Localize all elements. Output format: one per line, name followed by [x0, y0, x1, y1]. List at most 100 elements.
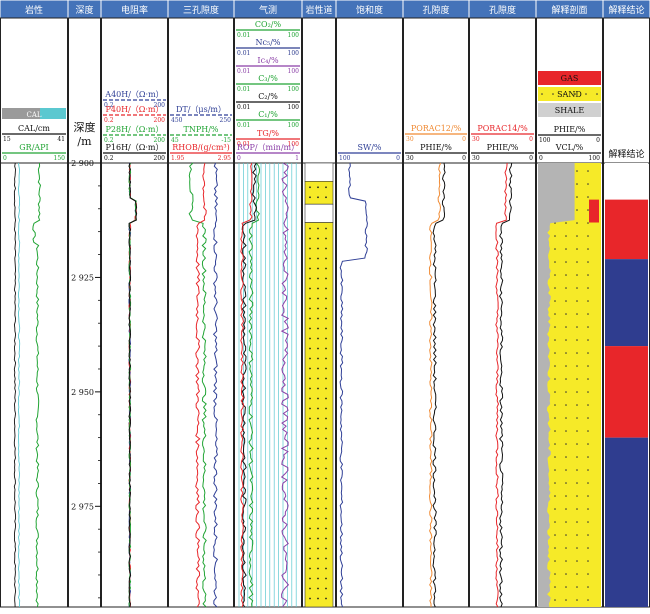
gas-curve-4-min: 0.01	[237, 104, 250, 111]
profile-sand-dot	[565, 222, 567, 224]
profile-sand-dot	[554, 365, 556, 367]
profile-sand-dot	[565, 560, 567, 562]
sand-dot	[309, 347, 311, 350]
sand-dot	[317, 257, 319, 260]
sand-dot	[309, 277, 311, 280]
sand-dot	[317, 417, 319, 420]
gas-curve-7-max: 1	[295, 155, 299, 162]
profile-sand-dot	[554, 430, 556, 432]
gas-curve-0-min: 0.01	[237, 32, 250, 39]
profile-sand-dot	[576, 599, 578, 601]
sand-dot	[309, 247, 311, 250]
gas-curve-6-min: 0.01	[237, 141, 250, 148]
legend-gas-label: GAS	[561, 74, 579, 83]
sand-dot	[325, 307, 327, 310]
profile-sand-dot	[576, 391, 578, 393]
sand-dot	[317, 547, 319, 550]
cal-curve-min: 15	[3, 136, 11, 143]
track-title-poro2: 孔隙度	[489, 4, 516, 16]
profile-sand-dot	[554, 352, 556, 354]
sand-dot	[309, 186, 311, 189]
legend-sand-box	[538, 87, 601, 101]
profile-sand-dot	[576, 495, 578, 497]
gas-curve-2-min: 0.01	[237, 68, 250, 75]
cal-curve-name: CAL/cm	[18, 124, 50, 133]
sand-dot	[325, 377, 327, 380]
conclusion-zone-gas	[605, 346, 648, 438]
profile-sand-dot	[587, 339, 589, 341]
track-border-por3	[168, 17, 234, 608]
sand-dot	[317, 467, 319, 470]
sand-dot	[325, 467, 327, 470]
profile-sand-dot	[587, 183, 589, 185]
por3-curve-2-min: 1.95	[171, 155, 185, 162]
conclusion-zone-none	[605, 163, 648, 200]
lith-zone-shale	[304, 162, 334, 182]
res-curve-3-min: 0.2	[104, 155, 114, 162]
sand-dot	[309, 227, 311, 230]
profile-sand-dot	[576, 287, 578, 289]
profile-sand-dot	[587, 495, 589, 497]
profile-sand-dot	[565, 482, 567, 484]
sand-dot	[317, 447, 319, 450]
profile-sand-dot	[565, 326, 567, 328]
sand-dot	[309, 257, 311, 260]
profile-sand-dot	[587, 560, 589, 562]
sand-dot	[325, 387, 327, 390]
depth-tick-label: 2 950	[71, 388, 94, 397]
cal-curve-max: 41	[57, 136, 65, 143]
profile-sand-dot	[554, 378, 556, 380]
profile-sand-dot	[576, 430, 578, 432]
sand-dot	[309, 377, 311, 380]
res-curve-1-min: 0.2	[104, 117, 114, 124]
sand-dot	[309, 397, 311, 400]
profile-sand-dot	[554, 547, 556, 549]
sand-dot	[325, 497, 327, 500]
profile-sand-dot	[565, 417, 567, 419]
profile-vcl-max: 100	[589, 155, 601, 162]
legend-gas-box	[538, 71, 601, 85]
sand-dot	[325, 317, 327, 320]
profile-sand-dot	[554, 248, 556, 250]
profile-sand-dot	[554, 300, 556, 302]
sand-dot	[309, 467, 311, 470]
profile-shale-fill	[538, 163, 575, 607]
profile-sand-dot	[576, 443, 578, 445]
sand-dot	[317, 437, 319, 440]
lith-zone-sand	[304, 222, 334, 608]
profile-sand-dot	[587, 274, 589, 276]
track-border-sat	[336, 17, 403, 608]
gas-curve-3-name: C₃/%	[258, 74, 278, 83]
profile-sand-dot	[554, 521, 556, 523]
sand-dot	[325, 437, 327, 440]
track-border-lith	[0, 17, 68, 608]
profile-sand-dot	[576, 365, 578, 367]
profile-phie-max: 0	[596, 137, 600, 144]
profile-sand-dot	[554, 586, 556, 588]
track-title-gas: 气测	[259, 4, 277, 16]
sand-dot	[317, 337, 319, 340]
sand-dot	[325, 397, 327, 400]
profile-sand-dot	[576, 170, 578, 172]
sand-dot	[325, 487, 327, 490]
profile-sand-dot	[576, 534, 578, 536]
res-curve-1-max: 200	[154, 117, 166, 124]
track-title-res: 电阻率	[121, 4, 148, 16]
sand-dot	[309, 587, 311, 590]
sand-dot	[317, 507, 319, 510]
profile-sand-dot	[587, 300, 589, 302]
sand-dot	[325, 227, 327, 230]
sand-dot	[317, 307, 319, 310]
sand-dot	[309, 597, 311, 600]
profile-sand-dot	[576, 521, 578, 523]
sand-dot	[317, 577, 319, 580]
profile-sand-dot	[587, 313, 589, 315]
legend-sand-dot	[574, 93, 576, 95]
sand-dot	[325, 427, 327, 430]
gas-curve-5-min: 0.01	[237, 122, 250, 129]
sand-dot	[309, 407, 311, 410]
sand-dot	[325, 527, 327, 530]
profile-sand-dot	[587, 469, 589, 471]
profile-sand-dot	[587, 196, 589, 198]
